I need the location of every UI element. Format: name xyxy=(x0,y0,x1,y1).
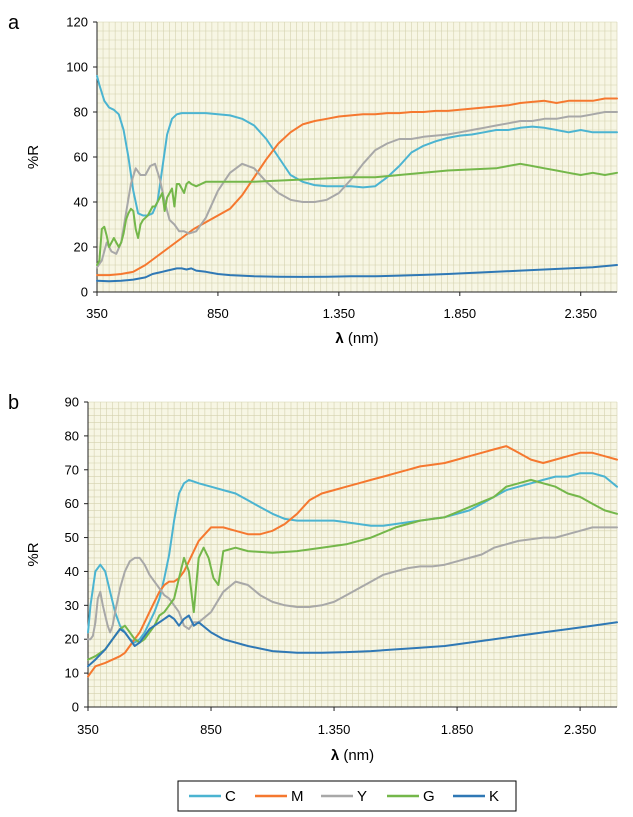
x-tick-label: 1.350 xyxy=(318,722,351,737)
x-tick-label: 2.350 xyxy=(564,722,597,737)
series-line-K xyxy=(96,264,618,283)
x-tick-label: 1.850 xyxy=(444,306,477,321)
y-tick-label: 30 xyxy=(65,598,79,613)
x-axis-label-unit: (nm) xyxy=(344,330,379,347)
legend-label-C: C xyxy=(225,788,236,805)
y-tick-label: 90 xyxy=(65,395,79,410)
y-tick-label: 10 xyxy=(65,666,79,681)
y-tick-label: 20 xyxy=(65,632,79,647)
panel-a: 0 20 40 60 80 100 120 350 850 1.350 1.850 2.350 a %R λ… xyxy=(8,12,618,347)
x-tick-label: 850 xyxy=(207,306,229,321)
series-line-Y xyxy=(87,526,618,641)
series-line-K xyxy=(87,614,618,668)
series-line-M xyxy=(96,97,618,277)
y-tick-label: 0 xyxy=(81,285,88,300)
y-tick-label: 20 xyxy=(74,240,88,255)
series-line-M xyxy=(87,445,618,678)
y-tick-label: 120 xyxy=(66,15,88,30)
y-tick-label: 100 xyxy=(66,60,88,75)
panel-b: 0 10 20 30 40 50 60 70 80 90 350 850 1.350 1.850 2.350… xyxy=(8,392,618,764)
x-axis-label: λ (nm) xyxy=(331,747,374,764)
legend-label-M: M xyxy=(291,788,304,805)
y-tick-label: 40 xyxy=(65,564,79,579)
y-tick-label: 50 xyxy=(65,530,79,545)
y-tick-label: 80 xyxy=(65,428,79,443)
y-tick-label: 0 xyxy=(72,700,79,715)
x-tick-label: 350 xyxy=(77,722,99,737)
legend-label-K: K xyxy=(489,788,499,805)
x-tick-label: 350 xyxy=(86,306,108,321)
legend-label-Y: Y xyxy=(357,788,367,805)
y-axis-label: %R xyxy=(25,542,42,566)
y-tick-label: 70 xyxy=(65,462,79,477)
panel-letter: b xyxy=(8,392,19,414)
x-axis-label: λ (nm) xyxy=(335,330,378,347)
y-axis-label: %R xyxy=(25,145,42,169)
x-tick-label: 1.350 xyxy=(323,306,356,321)
x-tick-label: 2.350 xyxy=(564,306,597,321)
x-axis-label-symbol: λ xyxy=(335,330,344,347)
series-line-C xyxy=(96,75,618,217)
y-tick-label: 60 xyxy=(65,496,79,511)
y-tick-label: 40 xyxy=(74,195,88,210)
gridlines xyxy=(96,21,618,293)
legend-label-G: G xyxy=(423,788,435,805)
x-tick-label: 1.850 xyxy=(441,722,474,737)
series-line-G xyxy=(96,162,618,266)
x-axis-label-symbol: λ xyxy=(331,747,340,764)
panel-letter: a xyxy=(8,12,20,34)
y-tick-label: 60 xyxy=(74,150,88,165)
x-tick-label: 850 xyxy=(200,722,222,737)
series-line-Y xyxy=(96,111,618,269)
y-tick-label: 80 xyxy=(74,105,88,120)
x-axis-label-unit: (nm) xyxy=(339,747,374,764)
